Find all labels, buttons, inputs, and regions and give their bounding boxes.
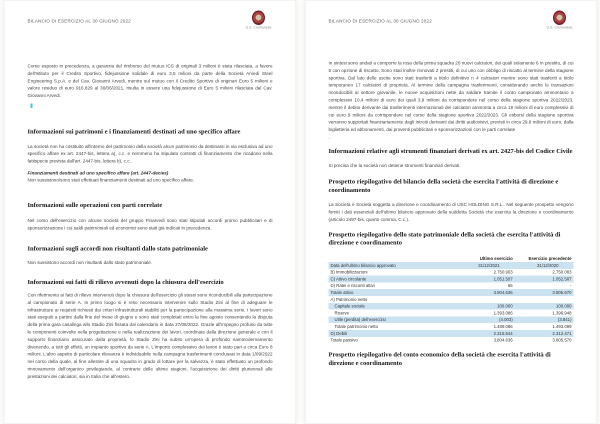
- value-previous: 1.052.587: [552, 276, 572, 282]
- table-row: Totale patrimonio netto 1.489.086 1.493.09…: [329, 323, 574, 330]
- value-previous: (3.841): [557, 317, 572, 323]
- subheading-finanziamenti: Finanziamenti destinati ad uno specifico…: [27, 170, 169, 176]
- document-title: BILANCIO DI ESERCIZIO AL 30 GIUGNO 2022: [27, 18, 131, 24]
- table-row: Utile (perdita) dell'esercizio (4.003) (3.…: [328, 316, 574, 324]
- value-current: 2.750.903: [493, 269, 513, 275]
- value-previous: 3.805.670: [552, 290, 572, 296]
- club-logo: U.S. Cremonese: [546, 10, 573, 30]
- page-left: BILANCIO DI ESERCIZIO AL 30 GIUGNO 2022 …: [4, 0, 296, 424]
- paragraph-patrimoni: La società non ha costituito all'interno…: [27, 143, 273, 164]
- row-label: Totale patrimonio netto: [334, 324, 378, 330]
- column-header-empty: [329, 255, 456, 262]
- row-label: A) Patrimonio netto: [330, 296, 368, 302]
- heading-fatti-rilievo: Informazioni sui fatti di rilievo avvenu…: [27, 278, 224, 286]
- value-current: 100.000: [497, 303, 513, 309]
- page-header: BILANCIO DI ESERCIZIO AL 30 GIUGNO 2022 …: [328, 10, 574, 48]
- value-previous: -: [570, 283, 572, 289]
- paragraph-guarantees: Come esposto in precedenza, a garanzia d…: [27, 63, 273, 99]
- value-current: [456, 296, 515, 303]
- cursor-artifact: [30, 103, 33, 108]
- paragraph-fatti-rilievo: Con riferimento ai fatti di rilievo inte…: [27, 292, 273, 379]
- paragraph-prospetto-bilancio: La Società è Società soggetta a direzion…: [328, 202, 574, 223]
- crest-icon: [553, 10, 567, 25]
- row-label: D) Ratei e risconti attivi: [330, 283, 375, 289]
- club-logo: U.S. Cremonese: [245, 10, 272, 30]
- table-row: C) Attivo circolante 1.051.507 1.052.587: [328, 275, 574, 283]
- column-header-previous: Esercizio precedente: [528, 256, 572, 262]
- value-current: 31/12/2021: [478, 262, 500, 268]
- heading-prospetto-bilancio: Prospetto riepilogativo del bilancio del…: [328, 177, 559, 194]
- value-previous: 100.000: [555, 303, 572, 309]
- value-current: 1.489.086: [493, 324, 513, 330]
- value-previous: 1.493.099: [552, 324, 572, 330]
- value-current: 3.804.636: [493, 290, 513, 296]
- table-row: D) Ratei e risconti attivi 66 -: [329, 282, 574, 289]
- row-label: Totale passivo: [330, 337, 358, 343]
- paragraph-dot: .: [328, 134, 330, 140]
- table-row: Totale attivo 3.804.636 3.805.670: [328, 289, 574, 297]
- value-previous: [515, 296, 574, 303]
- value-previous: 1.396.948: [552, 310, 572, 316]
- table-row: Capitale sociale 100.000 100.000: [328, 302, 574, 310]
- value-current: 1.393.086: [493, 310, 513, 316]
- column-header-current: Ultimo esercizio: [479, 256, 513, 262]
- heading-derivati: Informazioni relative agli strumenti fin…: [328, 146, 573, 155]
- table-row: B) Immobilizzazioni 2.750.903 2.750.083: [329, 269, 574, 276]
- value-current: (4.003): [499, 317, 513, 323]
- paragraph-derivati: Si precisa che la società non detiene st…: [328, 163, 461, 169]
- value-previous: 31/12/2020: [536, 262, 559, 268]
- paragraph-accordi: Non sussistono accordi non risultanti da…: [27, 259, 153, 265]
- paragraph-parti-correlate: Nel corso dell'esercizio con alcune soci…: [27, 218, 273, 231]
- value-current: 2.315.544: [493, 330, 513, 336]
- row-label: Data dell'ultimo bilancio approvato: [330, 262, 396, 268]
- paragraph-finanziamenti: Non sussistono/sono stati effettuati fin…: [27, 177, 195, 183]
- table-row: D) Debiti 2.315.544 2.312.471: [328, 330, 574, 337]
- row-label: B) Immobilizzazioni: [330, 269, 368, 275]
- heading-parti-correlate: Informazioni sulle operazioni con parti …: [27, 200, 163, 209]
- crest-icon: [252, 10, 266, 25]
- page-header: BILANCIO DI ESERCIZIO AL 30 GIUGNO 2022 …: [27, 10, 273, 48]
- logo-caption: U.S. Cremonese: [546, 26, 573, 30]
- heading-accordi: Informazioni sugli accordi non risultant…: [27, 244, 208, 253]
- row-label: D) Debiti: [330, 330, 348, 336]
- page-right: BILANCIO DI ESERCIZIO AL 30 GIUGNO 2022 …: [305, 0, 597, 424]
- row-label: Totale attivo: [330, 290, 354, 296]
- value-previous: 2.312.471: [552, 330, 572, 336]
- logo-caption: U.S. Cremonese: [245, 26, 272, 30]
- table-row: A) Patrimonio netto: [329, 296, 574, 303]
- table-row: Data dell'ultimo bilancio approvato 31/12…: [328, 262, 574, 269]
- row-label: Utile (perdita) dell'esercizio: [334, 317, 386, 323]
- value-current: 3.804.636: [493, 337, 513, 343]
- table-row: Totale passivo 3.804.636 3.805.570: [329, 337, 574, 344]
- heading-prospetto-conto-economico: Prospetto riepilogativo del conto econom…: [328, 350, 551, 367]
- paragraph-mercato: In sintesi sono andati a comporre la ros…: [328, 60, 574, 133]
- heading-prospetto-stato-patrimoniale: Prospetto riepilogativo dello stato patr…: [328, 230, 561, 247]
- row-label: Riserve: [334, 310, 350, 316]
- balance-table-body: Data dell'ultimo bilancio approvato 31/12…: [328, 262, 574, 344]
- table-row: Riserve 1.393.086 1.396.948: [329, 310, 574, 317]
- row-label: Capitale sociale: [334, 303, 365, 309]
- row-label: C) Attivo circolante: [330, 276, 367, 282]
- document-title: BILANCIO DI ESERCIZIO AL 30 GIUGNO 2022: [328, 18, 432, 24]
- value-previous: 2.750.083: [552, 269, 572, 275]
- balance-summary-table: Ultimo esercizio Esercizio precedente Da…: [328, 255, 574, 344]
- value-current: 1.051.507: [493, 276, 513, 282]
- table-header-row: Ultimo esercizio Esercizio precedente: [329, 255, 574, 262]
- value-current: 66: [507, 283, 513, 289]
- value-previous: 3.805.570: [552, 337, 572, 343]
- heading-patrimoni: Informazioni sui patrimoni e i finanziam…: [27, 127, 241, 135]
